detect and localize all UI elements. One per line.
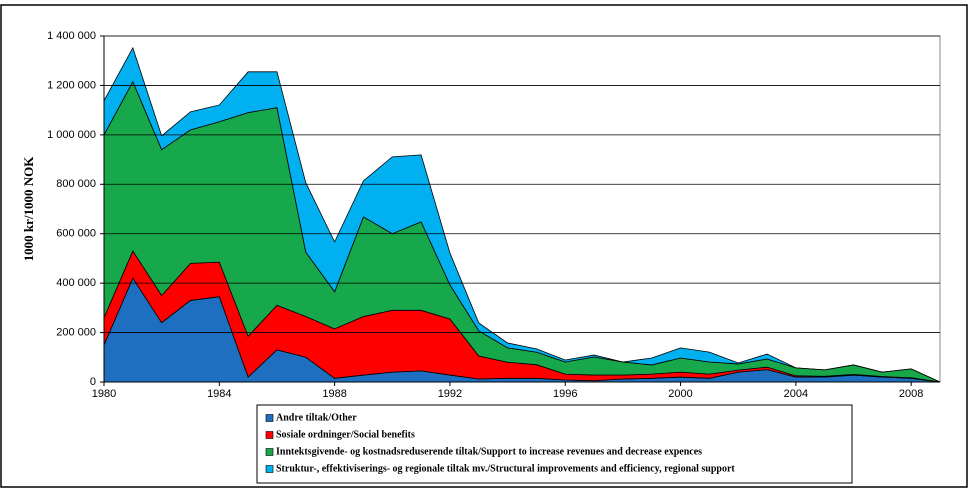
x-tick-label: 2000	[668, 388, 692, 400]
legend-label: Struktur-, effektiviserings- og regional…	[276, 463, 735, 474]
x-tick-label: 1980	[92, 388, 116, 400]
legend-swatch	[265, 465, 274, 473]
legend-label: Andre tiltak/Other	[276, 412, 357, 423]
y-tick-label: 400 000	[56, 277, 96, 289]
y-tick-label: 600 000	[56, 228, 96, 240]
legend	[256, 404, 853, 484]
x-tick-label: 2008	[899, 388, 923, 400]
y-tick-label: 800 000	[56, 178, 96, 190]
y-tick-label: 0	[90, 376, 96, 388]
x-tick-label: 1996	[553, 388, 577, 400]
y-axis-label: 1000 kr/1000 NOK	[21, 156, 36, 262]
area	[103, 46, 941, 383]
y-tick-label: 1 400 000	[47, 30, 96, 42]
legend-label: Inntektsgivende- og kostnadsreduserende …	[276, 446, 702, 457]
x-tick-label: 1984	[207, 388, 231, 400]
legend-swatch	[265, 414, 274, 422]
y-tick-label: 1 200 000	[47, 79, 96, 91]
x-tick-label: 1988	[322, 388, 346, 400]
legend-swatch	[265, 448, 274, 456]
x-tick-label: 2004	[784, 388, 808, 400]
x-tick-label: 1992	[438, 388, 462, 400]
legend-label: Sosiale ordninger/Social benefits	[276, 429, 415, 440]
y-tick-label: 1 000 000	[47, 129, 96, 141]
y-tick-label: 200 000	[56, 326, 96, 338]
legend-swatch	[265, 431, 274, 439]
